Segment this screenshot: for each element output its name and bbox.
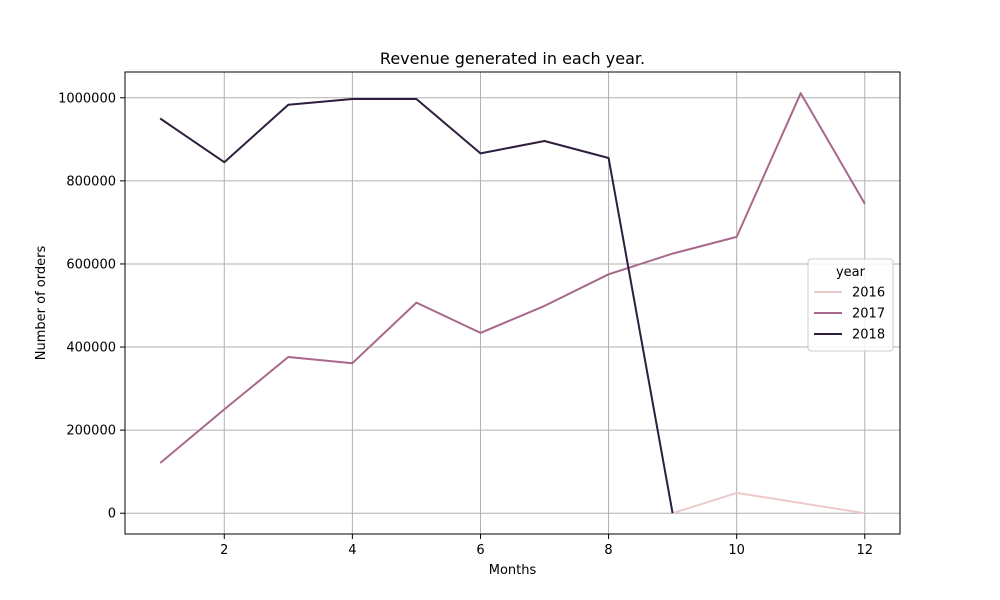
legend-title: year: [836, 265, 866, 280]
y-tick-label: 0: [108, 507, 116, 522]
legend-label-2018: 2018: [852, 328, 885, 343]
x-tick-label: 4: [348, 543, 356, 558]
y-tick-label: 1000000: [58, 91, 116, 106]
plot-frame: [124, 71, 901, 535]
chart-title: Revenue generated in each year.: [380, 49, 645, 68]
x-tick-label: 12: [856, 543, 873, 558]
y-tick-label: 400000: [66, 341, 116, 356]
x-tick-label: 6: [476, 543, 484, 558]
legend: year 2016 2017 2018: [807, 258, 894, 352]
y-tick-label: 200000: [66, 424, 116, 439]
legend-entries: 2016 2017 2018: [814, 286, 885, 343]
series-line-2018: [159, 98, 674, 514]
grid-layer: [125, 72, 900, 534]
y-tick-label: 800000: [66, 174, 116, 189]
ticks-layer: 2 4 6 8 10 12 0 200000 400000 600000 800000 1000000: [58, 91, 873, 558]
series-line-2017: [159, 92, 866, 464]
y-tick-label: 600000: [66, 257, 116, 272]
x-axis-label: Months: [489, 563, 537, 578]
x-tick-label: 10: [728, 543, 745, 558]
y-axis-label: Number of orders: [34, 246, 49, 361]
x-tick-label: 2: [220, 543, 228, 558]
legend-label-2016: 2016: [852, 286, 885, 301]
series-line-2016: [672, 491, 865, 515]
legend-label-2017: 2017: [852, 307, 885, 322]
legend-box: [807, 258, 894, 352]
series-layer: [159, 92, 866, 515]
x-tick-label: 8: [604, 543, 612, 558]
